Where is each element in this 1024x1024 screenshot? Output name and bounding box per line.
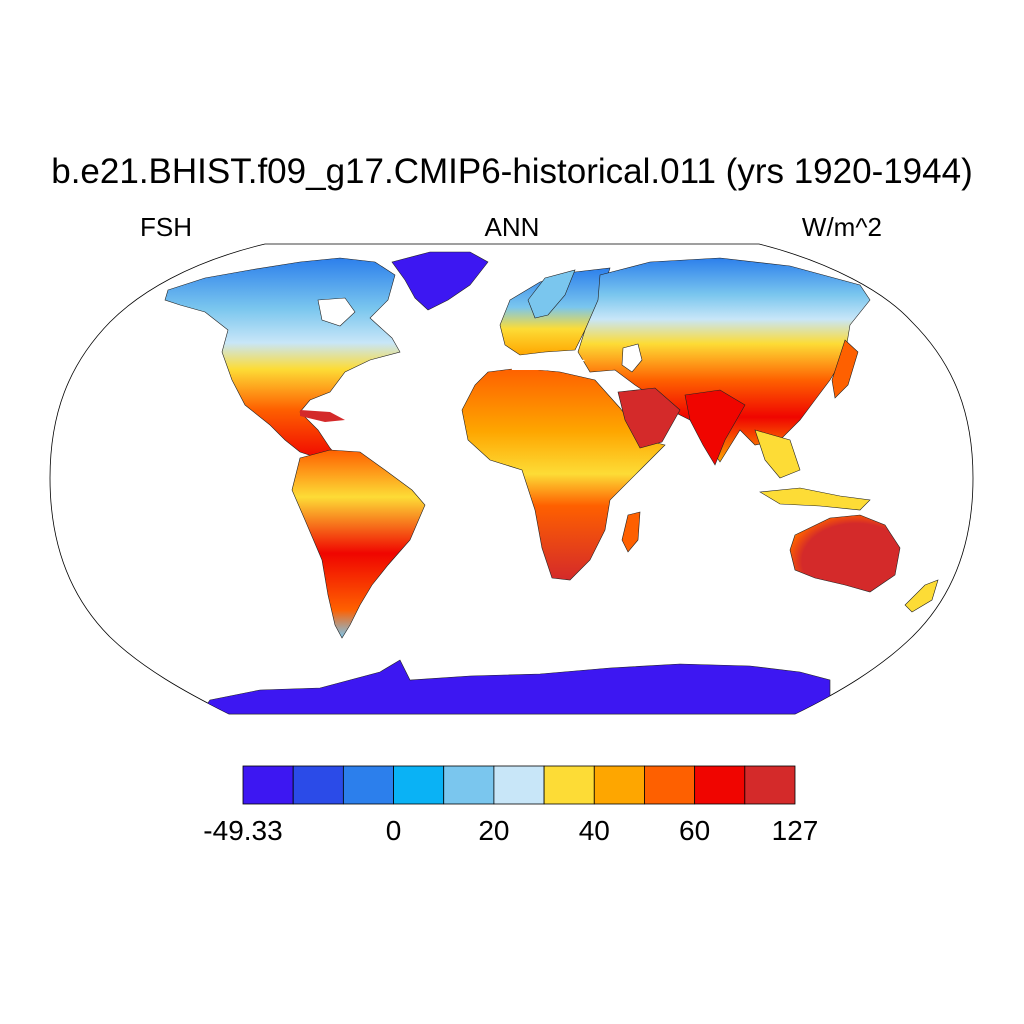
colorbar-box-0 — [242, 765, 294, 805]
colorbar-tick-label: -49.33 — [203, 815, 282, 846]
india-region — [684, 389, 746, 466]
colorbar-tick-label: 40 — [579, 815, 610, 846]
caribbean-islands — [300, 410, 345, 422]
colorbar-tick-label: 20 — [478, 815, 509, 846]
colorbar-box-4 — [443, 765, 495, 805]
australia-region — [789, 514, 901, 593]
africa-region — [461, 367, 666, 581]
colorbar-labels: -49.33 0 20 40 60 127 — [203, 815, 818, 846]
arabian-peninsula-region — [617, 387, 681, 449]
colorbar-box-10 — [744, 765, 796, 805]
units-label: W/m^2 — [801, 212, 882, 242]
colorbar-box-8 — [644, 765, 696, 805]
southeast-asia-region — [754, 429, 801, 479]
colorbar-tick-label: 0 — [386, 815, 402, 846]
asia-region — [577, 257, 871, 463]
new-zealand-region — [904, 579, 939, 613]
colorbar-box-7 — [593, 765, 645, 805]
colorbar-boxes — [242, 765, 796, 805]
season-label: ANN — [484, 212, 540, 242]
mediterranean-sea — [510, 356, 585, 372]
colorbar-box-2 — [342, 765, 394, 805]
madagascar-region — [621, 511, 641, 553]
caspian-sea — [621, 343, 643, 373]
indonesia-region — [759, 487, 871, 511]
south-america-region — [291, 449, 426, 639]
colorbar-box-6 — [543, 765, 595, 805]
plot-title: b.e21.BHIST.f09_g17.CMIP6-historical.011… — [51, 152, 973, 191]
colorbar-box-5 — [493, 765, 545, 805]
scandinavia-region — [527, 269, 576, 319]
colorbar-tick-label: 60 — [679, 815, 710, 846]
colorbar-tick-label: 127 — [772, 815, 819, 846]
japan-region — [831, 339, 859, 399]
colorbar-box-3 — [393, 765, 445, 805]
variable-label: FSH — [140, 212, 192, 242]
hudson-bay — [317, 297, 356, 327]
colorbar-box-1 — [292, 765, 344, 805]
colorbar-box-9 — [694, 765, 746, 805]
greenland-region — [391, 251, 489, 311]
